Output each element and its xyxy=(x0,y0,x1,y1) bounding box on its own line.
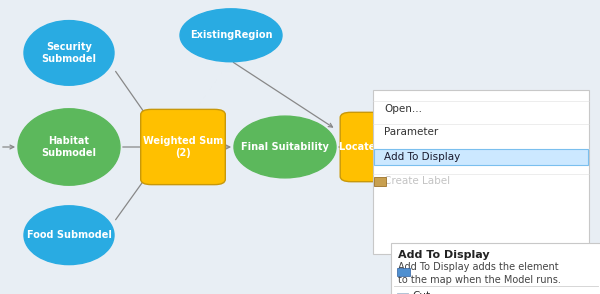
Ellipse shape xyxy=(234,116,336,178)
Text: Open...: Open... xyxy=(384,104,422,114)
Text: Locate Regions: Locate Regions xyxy=(339,142,423,152)
Ellipse shape xyxy=(429,116,519,178)
Ellipse shape xyxy=(24,21,114,85)
Text: Weighted Sum
(2): Weighted Sum (2) xyxy=(143,136,223,158)
Text: Add To Display: Add To Display xyxy=(398,250,490,260)
Text: Food Submodel: Food Submodel xyxy=(26,230,112,240)
Ellipse shape xyxy=(18,109,120,185)
Text: Security
Submodel: Security Submodel xyxy=(41,42,97,64)
FancyBboxPatch shape xyxy=(340,112,422,182)
Text: Parameter: Parameter xyxy=(384,127,438,137)
Ellipse shape xyxy=(180,9,282,62)
Text: Cut: Cut xyxy=(413,291,431,294)
Bar xyxy=(391,243,600,294)
Bar xyxy=(373,90,589,254)
Text: Add To Display: Add To Display xyxy=(384,152,460,162)
Bar xyxy=(374,149,588,165)
Text: Habitat
Submodel: Habitat Submodel xyxy=(41,136,97,158)
Bar xyxy=(397,268,410,276)
Ellipse shape xyxy=(24,206,114,265)
Text: NewRegions: NewRegions xyxy=(440,142,508,152)
Bar xyxy=(397,293,408,294)
Bar xyxy=(374,178,386,186)
Text: Create Label: Create Label xyxy=(384,176,450,186)
Text: ExistingRegion: ExistingRegion xyxy=(190,30,272,40)
Text: Final Suitability: Final Suitability xyxy=(241,142,329,152)
Text: Add To Display adds the element
to the map when the Model runs.: Add To Display adds the element to the m… xyxy=(398,262,561,285)
FancyBboxPatch shape xyxy=(141,109,226,185)
